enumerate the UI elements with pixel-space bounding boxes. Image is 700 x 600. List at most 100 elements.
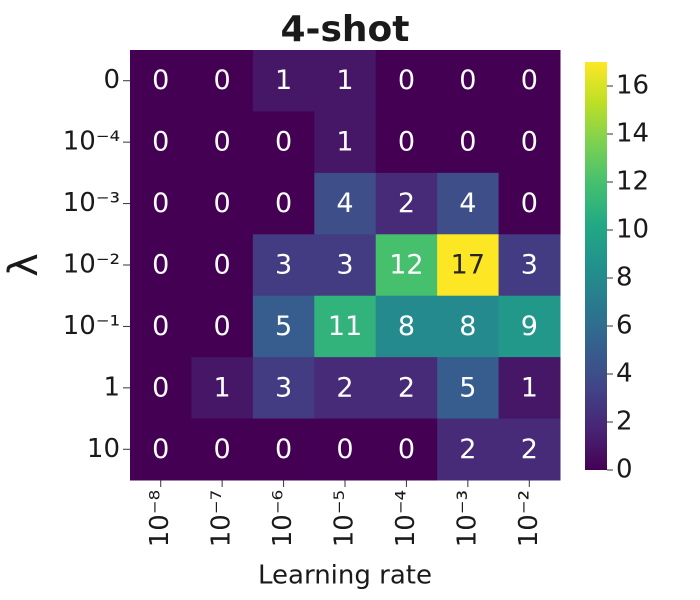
y-axis-label: λ: [1, 253, 47, 277]
heatmap-cell: [375, 172, 438, 235]
cell-label: 11: [328, 311, 362, 342]
colorbar-tick-label: 4: [616, 359, 633, 389]
cell-label: 0: [336, 434, 353, 465]
heatmap-cell: [130, 111, 192, 174]
heatmap-cell: [252, 295, 315, 358]
cell-label: 0: [398, 65, 415, 96]
cell-label: 0: [398, 127, 415, 158]
heatmap-cell: [498, 234, 561, 297]
heatmap-cell: [252, 357, 315, 420]
heatmap-cell: [314, 418, 377, 481]
x-tick-label: 10⁻⁸: [145, 490, 175, 547]
cell-label: 0: [214, 65, 231, 96]
x-tick-label: 10⁻⁶: [268, 490, 298, 547]
cell-label: 0: [275, 188, 292, 219]
cell-label: 0: [152, 65, 169, 96]
heatmap-cell: [437, 234, 500, 297]
cell-label: 0: [152, 311, 169, 342]
cell-label: 1: [214, 372, 231, 403]
heatmap-cell: [437, 172, 500, 235]
heatmap-cell: [498, 418, 561, 481]
cell-label: 2: [521, 434, 538, 465]
heatmap-cell: [191, 295, 254, 358]
cell-label: 0: [214, 311, 231, 342]
y-tick-label: 0: [103, 65, 120, 95]
cell-label: 3: [275, 372, 292, 403]
heatmap-cell: [437, 295, 500, 358]
cell-label: 2: [459, 434, 476, 465]
y-tick-label: 10⁻¹: [63, 311, 120, 341]
cell-label: 0: [152, 188, 169, 219]
heatmap-cell: [191, 357, 254, 420]
y-tick-label: 10⁻²: [63, 250, 120, 280]
heatmap-cell: [130, 418, 192, 481]
x-tick-label: 10⁻⁴: [391, 490, 421, 547]
cell-label: 0: [214, 434, 231, 465]
cell-label: 1: [336, 65, 353, 96]
chart-title: 4-shot: [281, 9, 410, 50]
cell-label: 0: [152, 434, 169, 465]
cell-label: 8: [398, 311, 415, 342]
cell-label: 2: [398, 372, 415, 403]
cell-label: 1: [521, 372, 538, 403]
cell-label: 0: [521, 188, 538, 219]
heatmap-cell: [252, 418, 315, 481]
cell-label: 3: [275, 250, 292, 281]
cell-label: 2: [336, 372, 353, 403]
colorbar-tick-label: 10: [616, 215, 649, 245]
heatmap-cell: [498, 172, 561, 235]
cell-label: 0: [398, 434, 415, 465]
cell-label: 1: [336, 127, 353, 158]
y-tick-label: 10⁻⁴: [63, 127, 120, 157]
heatmap-cell: [191, 111, 254, 174]
x-axis-label: Learning rate: [258, 561, 432, 591]
colorbar-tick-label: 8: [616, 263, 633, 293]
cell-label: 0: [214, 250, 231, 281]
heatmap-cell: [314, 172, 377, 235]
cell-label: 17: [451, 250, 485, 281]
cell-label: 3: [521, 250, 538, 281]
heatmap-cell: [252, 172, 315, 235]
heatmap-cell: [314, 111, 377, 174]
heatmap-cell: [375, 234, 438, 297]
y-tick-label: 10: [87, 434, 120, 464]
cell-label: 8: [459, 311, 476, 342]
heatmap-cell: [498, 111, 561, 174]
heatmap-cell: [314, 234, 377, 297]
heatmap-cell: [191, 50, 254, 112]
y-tick-label: 10⁻³: [63, 188, 120, 218]
heatmap-cell: [437, 50, 500, 112]
cell-label: 0: [459, 65, 476, 96]
cell-label: 5: [275, 311, 292, 342]
heatmap-cell: [375, 357, 438, 420]
colorbar-tick-label: 12: [616, 167, 649, 197]
cell-label: 0: [459, 127, 476, 158]
cell-label: 4: [336, 188, 353, 219]
heatmap-cell: [130, 172, 192, 235]
heatmap-cell: [252, 111, 315, 174]
heatmap-cell: [314, 50, 377, 112]
cell-label: 2: [398, 188, 415, 219]
cell-label: 9: [521, 311, 538, 342]
heatmap-cell: [252, 50, 315, 112]
x-tick-label: 10⁻⁵: [330, 490, 360, 547]
heatmap-cell: [437, 357, 500, 420]
cell-label: 12: [389, 250, 423, 281]
colorbar-tick-label: 6: [616, 311, 633, 341]
heatmap-cell: [191, 234, 254, 297]
cell-label: 0: [152, 127, 169, 158]
heatmap-cell: [498, 50, 561, 112]
x-tick-label: 10⁻⁷: [207, 490, 237, 547]
cell-label: 0: [521, 127, 538, 158]
heatmap-cell: [498, 357, 561, 420]
cell-label: 5: [459, 372, 476, 403]
heatmap-cell: [130, 234, 192, 297]
colorbar-tick-label: 2: [616, 407, 633, 437]
colorbar-tick-label: 0: [616, 455, 633, 485]
cell-label: 0: [152, 250, 169, 281]
colorbar-tick-label: 16: [616, 71, 649, 101]
heatmap-cell: [130, 295, 192, 358]
heatmap-cell: [314, 295, 377, 358]
heatmap-cell: [375, 111, 438, 174]
